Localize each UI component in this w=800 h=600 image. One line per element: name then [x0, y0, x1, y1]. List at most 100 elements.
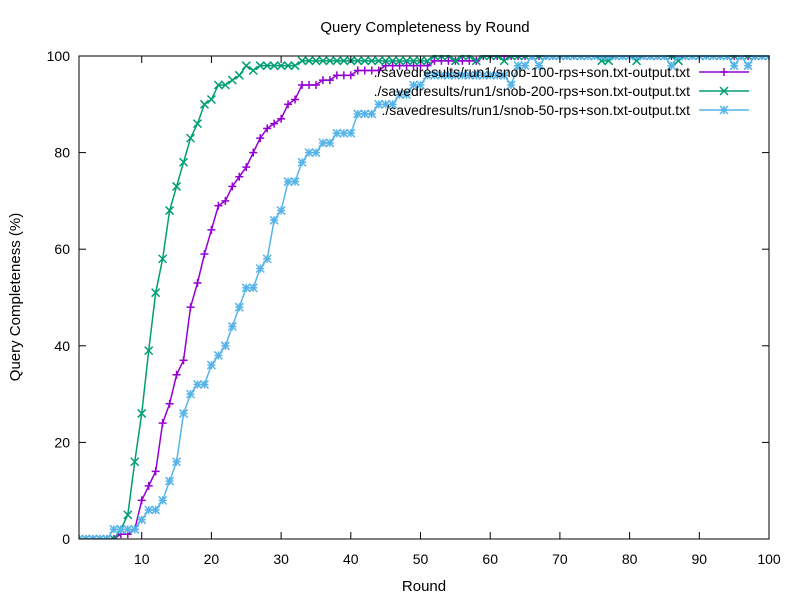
data-point: [137, 408, 147, 418]
data-point: [137, 496, 146, 505]
data-point: [234, 70, 244, 80]
data-point: [471, 70, 481, 80]
data-point: [249, 148, 258, 157]
data-point: [388, 99, 398, 109]
data-point: [88, 534, 98, 539]
data-point: [276, 61, 286, 71]
data-point: [304, 148, 314, 158]
x-tick-label: 10: [134, 551, 150, 567]
data-point: [305, 80, 313, 89]
data-point: [318, 76, 327, 85]
data-point: [262, 61, 272, 71]
data-point: [499, 56, 509, 66]
series-1: [79, 55, 770, 539]
data-point: [151, 288, 161, 298]
data-point: [332, 71, 341, 80]
data-point: [256, 134, 265, 143]
data-point: [409, 61, 418, 70]
data-point: [234, 302, 244, 312]
data-point: [144, 481, 153, 490]
data-point: [116, 524, 126, 534]
data-point: [95, 534, 105, 539]
data-point: [227, 321, 237, 332]
data-point: [332, 56, 342, 66]
data-point: [291, 95, 300, 104]
data-point: [374, 56, 384, 66]
y-tick-label: 60: [54, 241, 70, 257]
data-point: [388, 56, 398, 66]
data-point: [242, 163, 251, 172]
y-tick-label: 100: [47, 48, 71, 64]
data-point: [311, 148, 321, 158]
data-point: [381, 61, 390, 70]
y-tick-label: 20: [54, 434, 70, 450]
data-point: [332, 128, 342, 138]
data-point: [450, 56, 460, 66]
data-point: [360, 56, 370, 66]
data-point: [367, 66, 376, 75]
data-point: [199, 99, 209, 109]
x-tick-label: 40: [343, 551, 359, 567]
series-line: [79, 55, 769, 539]
data-point: [227, 75, 237, 85]
data-point: [464, 70, 474, 80]
data-point: [719, 86, 729, 96]
x-tick-label: 90: [692, 551, 708, 567]
data-point: [457, 70, 467, 80]
data-point: [290, 61, 300, 71]
x-axis-title: Round: [402, 578, 446, 595]
data-point: [360, 109, 370, 119]
data-point: [262, 254, 272, 264]
data-point: [270, 119, 279, 128]
legend-item: ./savedresults/run1/snob-50-rps+son.txt-…: [381, 102, 749, 118]
series-line: [79, 55, 769, 539]
data-point: [79, 534, 84, 539]
data-point: [172, 370, 181, 379]
data-point: [297, 56, 307, 66]
data-point: [158, 495, 168, 505]
data-point: [513, 61, 523, 71]
data-point: [499, 70, 509, 80]
data-point: [214, 201, 223, 210]
axes-layer: 10 20 30 40 50 60 70 80 90 100 0 20 40 60 80 100: [47, 48, 781, 567]
data-point: [200, 250, 209, 259]
data-point: [109, 535, 118, 539]
data-point: [346, 128, 356, 138]
data-point: [151, 505, 161, 515]
data-point: [311, 56, 321, 66]
data-point: [255, 61, 265, 71]
data-point: [165, 206, 175, 216]
data-point: [248, 283, 258, 293]
data-point: [325, 138, 335, 148]
data-point: [221, 196, 230, 205]
data-point: [325, 56, 335, 66]
data-point: [192, 119, 203, 129]
data-point: [388, 61, 397, 70]
data-point: [151, 467, 160, 476]
data-point: [534, 61, 544, 71]
data-point: [283, 61, 293, 71]
x-tick-label: 80: [622, 551, 638, 567]
data-point: [374, 99, 384, 109]
legend-label: ./savedresults/run1/snob-50-rps+son.txt-…: [381, 102, 690, 118]
data-point: [298, 80, 307, 89]
data-point: [339, 56, 349, 66]
y-tick-label: 0: [62, 531, 70, 547]
data-point: [450, 70, 460, 80]
data-point: [199, 379, 209, 389]
data-point: [263, 124, 272, 133]
data-point: [283, 177, 293, 187]
data-point: [367, 56, 377, 66]
data-point: [241, 61, 251, 71]
data-point: [437, 56, 446, 65]
data-point: [269, 215, 279, 225]
data-point: [206, 94, 216, 105]
legend-item: ./savedresults/run1/snob-200-rps+son.txt…: [374, 83, 749, 99]
data-point: [429, 70, 439, 80]
data-point: [506, 80, 516, 90]
plot-frame: [78, 55, 770, 540]
x-tick-label: 30: [273, 551, 289, 567]
y-tick-label: 80: [54, 145, 70, 161]
data-point: [374, 66, 383, 75]
data-point: [297, 157, 307, 167]
